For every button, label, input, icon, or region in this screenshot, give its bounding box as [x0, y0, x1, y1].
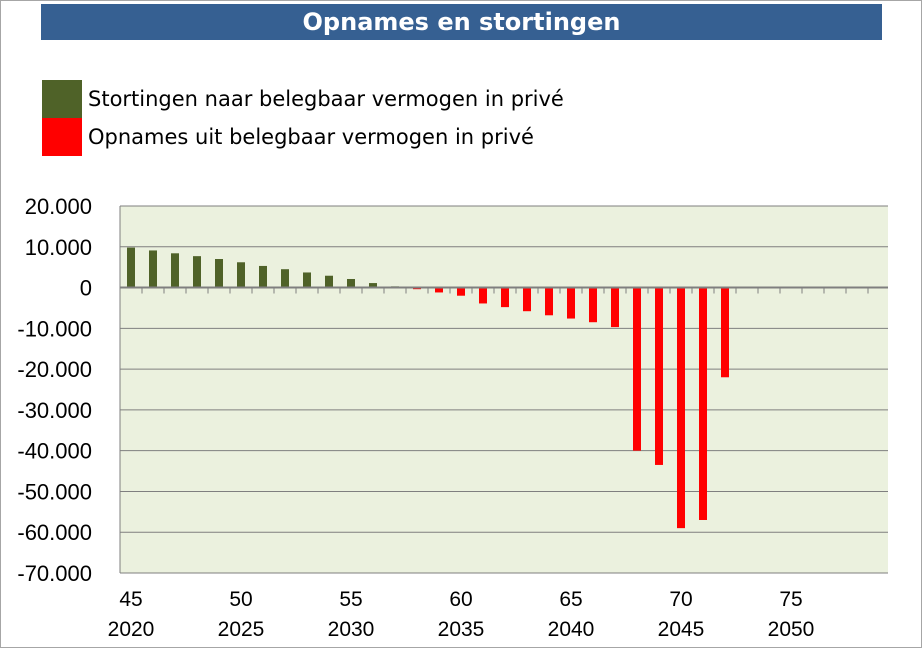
- y-tick-label: -50.000: [17, 479, 92, 504]
- bar: [193, 256, 201, 288]
- y-tick-label: -40.000: [17, 439, 92, 464]
- bar: [303, 272, 311, 288]
- x-tick-label-age: 70: [669, 588, 692, 611]
- y-tick-label: 20.000: [25, 194, 92, 219]
- bar: [281, 269, 289, 288]
- x-tick-label-year: 2040: [548, 618, 595, 641]
- bar: [655, 287, 663, 465]
- plot-area: [120, 206, 888, 573]
- bar: [545, 287, 553, 316]
- x-tick-label-age: 65: [559, 588, 582, 611]
- bar: [677, 287, 685, 529]
- y-tick-label: 0: [80, 276, 92, 301]
- bar: [259, 265, 267, 288]
- y-tick-label: -60.000: [17, 520, 92, 545]
- legend-label-opnames: Opnames uit belegbaar vermogen in privé: [88, 125, 534, 149]
- bar: [721, 287, 729, 378]
- bar: [171, 253, 179, 288]
- bar: [149, 250, 157, 288]
- x-tick-label-age: 75: [779, 588, 802, 611]
- legend-swatch-stortingen: [42, 80, 82, 118]
- x-tick-label-age: 45: [119, 588, 142, 611]
- bar: [611, 287, 619, 328]
- bar: [237, 262, 245, 288]
- bar: [325, 275, 333, 288]
- bar: [699, 287, 707, 520]
- y-tick-label: -20.000: [17, 357, 92, 382]
- y-tick-label: -10.000: [17, 316, 92, 341]
- bar: [523, 287, 531, 312]
- x-tick-label-age: 50: [229, 588, 252, 611]
- bar: [501, 287, 509, 308]
- y-tick-label: -30.000: [17, 398, 92, 423]
- bar: [215, 259, 223, 288]
- legend-item-opnames: Opnames uit belegbaar vermogen in privé: [42, 118, 564, 156]
- bar: [633, 287, 641, 451]
- y-tick-label: 10.000: [25, 235, 92, 260]
- bar: [347, 278, 355, 288]
- x-tick-label-year: 2045: [658, 618, 705, 641]
- x-tick-label-year: 2035: [438, 618, 485, 641]
- bar: [457, 287, 465, 296]
- chart-title: Opnames en stortingen: [41, 4, 882, 40]
- legend: Stortingen naar belegbaar vermogen in pr…: [42, 80, 564, 156]
- bar: [589, 287, 597, 323]
- legend-item-stortingen: Stortingen naar belegbaar vermogen in pr…: [42, 80, 564, 118]
- bar: [567, 287, 575, 319]
- x-tick-label-year: 2020: [108, 618, 155, 641]
- x-tick-label-age: 60: [449, 588, 472, 611]
- x-tick-label-age: 55: [339, 588, 362, 611]
- bar: [435, 287, 443, 293]
- legend-label-stortingen: Stortingen naar belegbaar vermogen in pr…: [88, 87, 564, 111]
- x-tick-label-year: 2025: [218, 618, 265, 641]
- bar: [479, 287, 487, 304]
- x-tick-label-year: 2050: [768, 618, 815, 641]
- bar: [369, 283, 377, 288]
- y-tick-label: -70.000: [17, 561, 92, 586]
- bar: [127, 247, 135, 288]
- x-tick-label-year: 2030: [328, 618, 375, 641]
- legend-swatch-opnames: [42, 118, 82, 156]
